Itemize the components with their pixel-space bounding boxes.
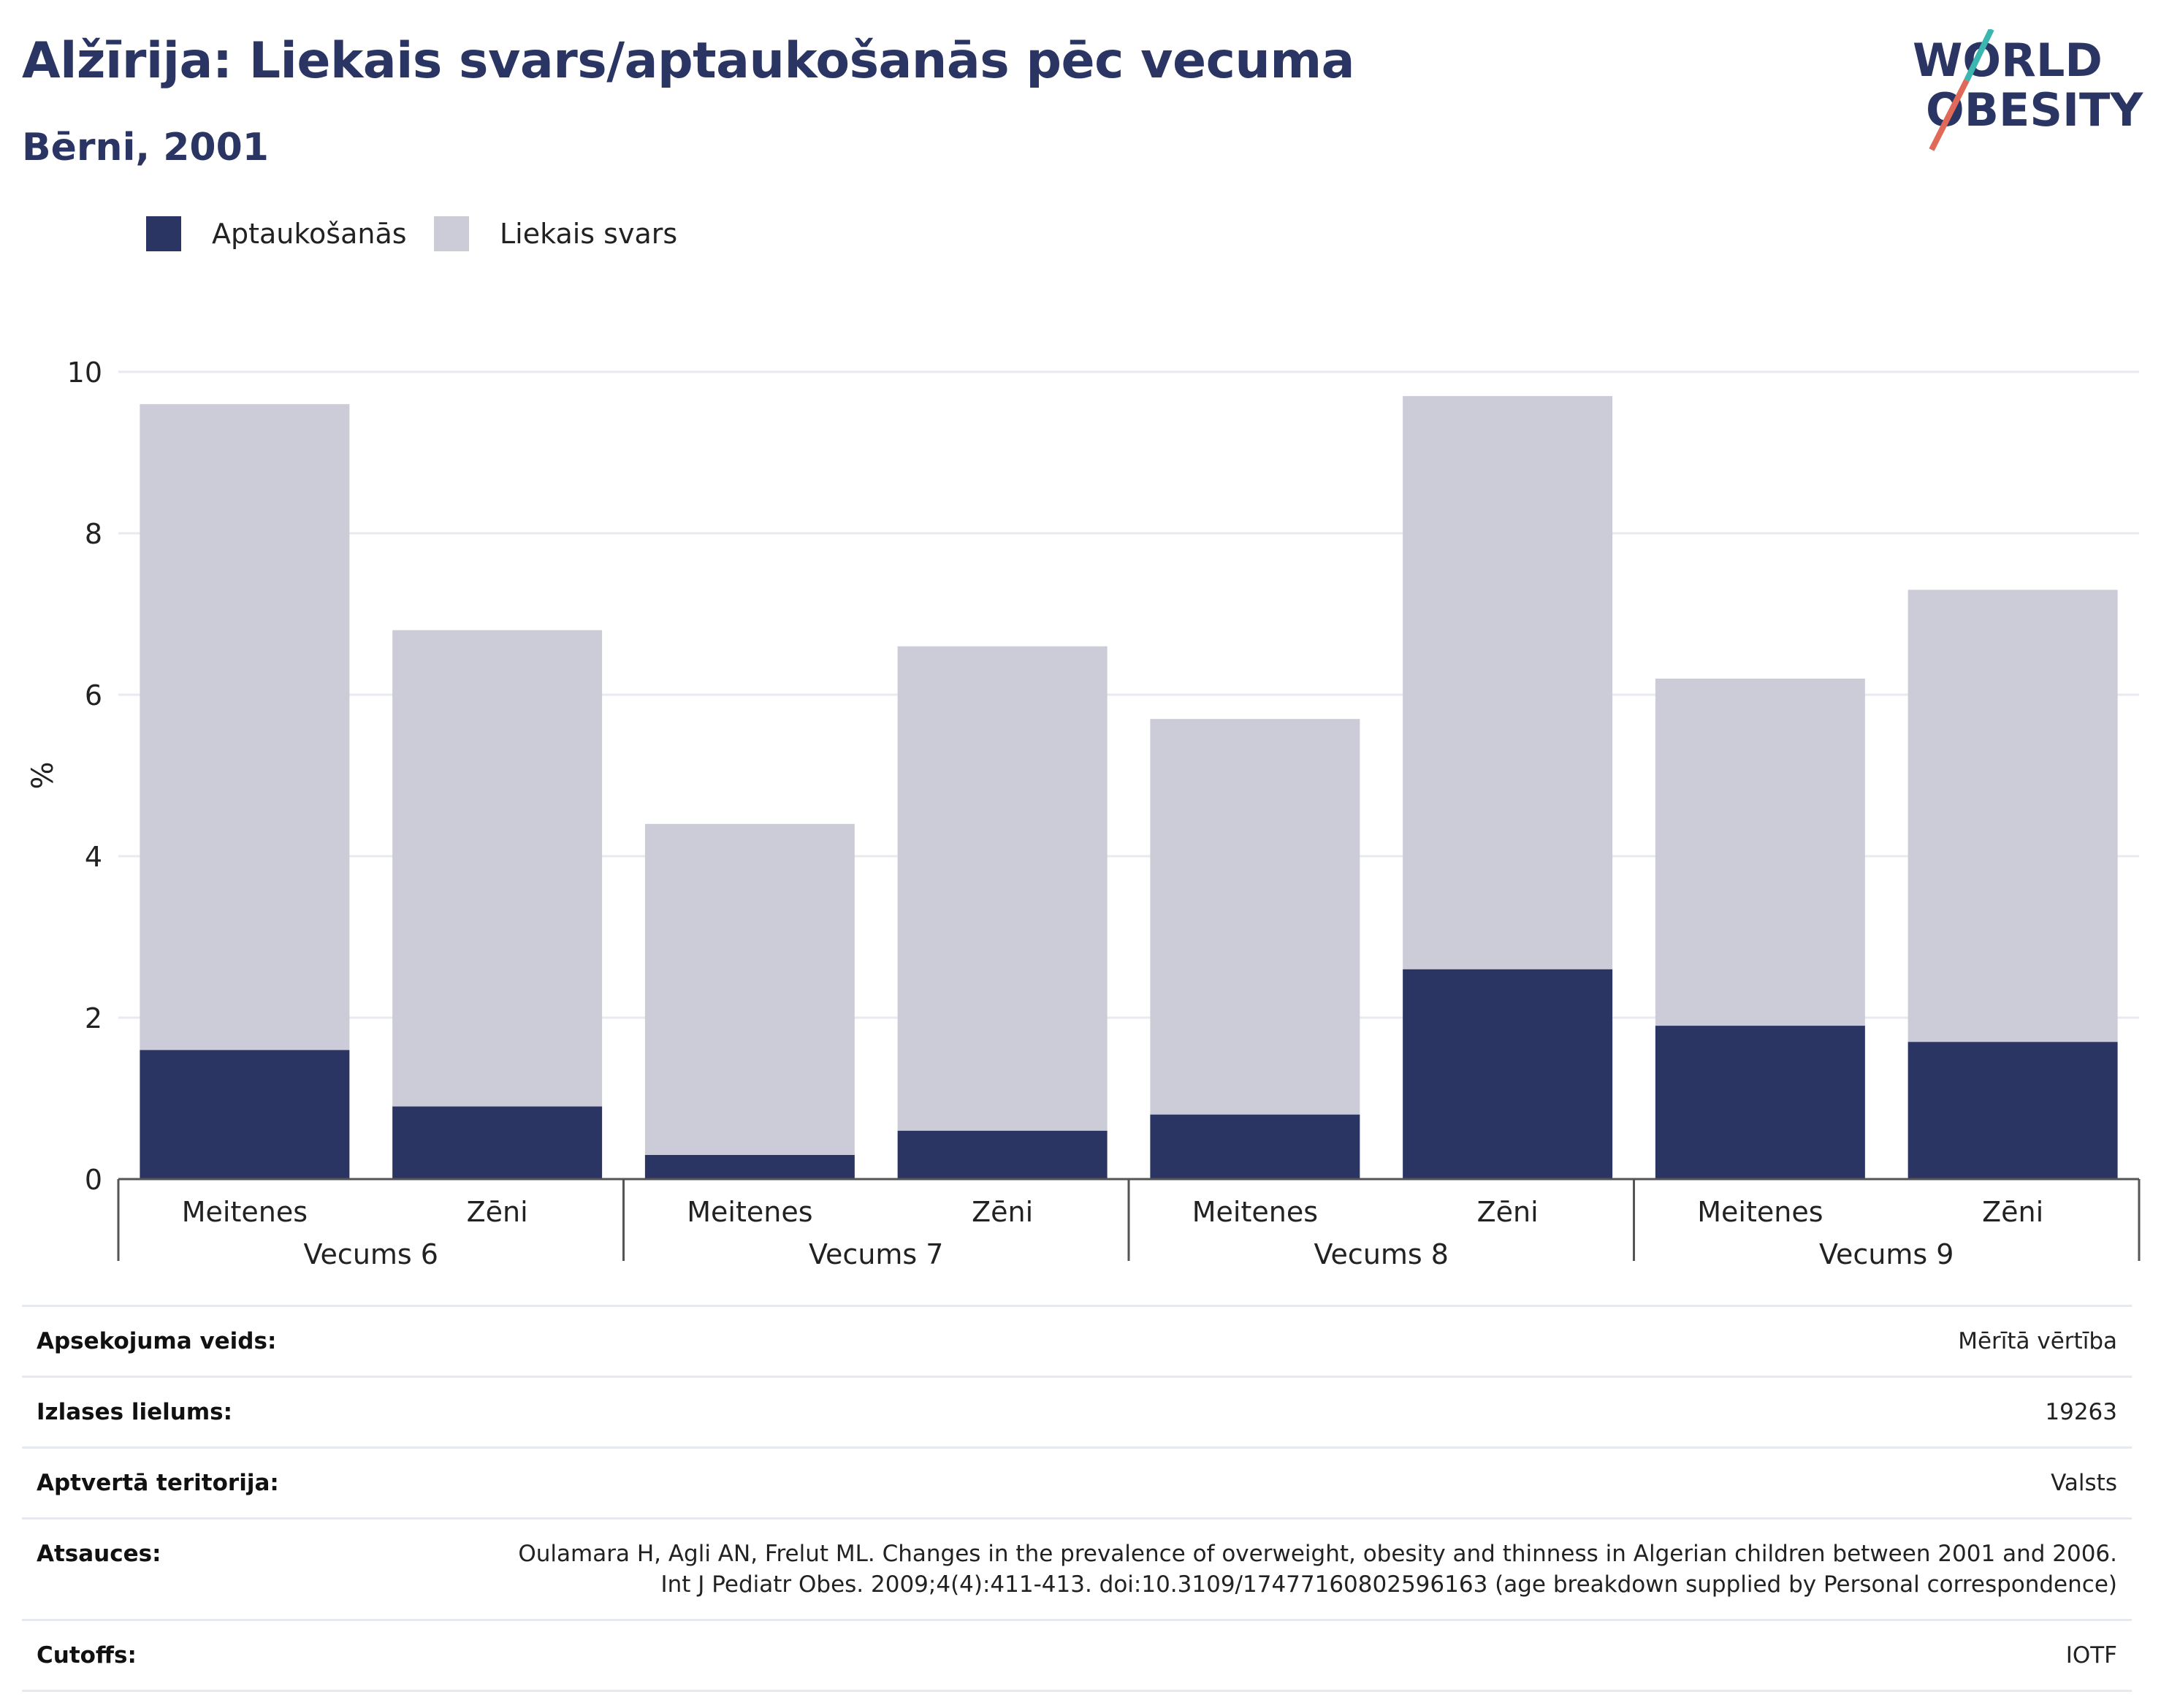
x-tick-label: Zēni bbox=[972, 1196, 1033, 1228]
group-label: Vecums 7 bbox=[809, 1238, 943, 1270]
bar-obesity bbox=[1907, 1042, 2118, 1179]
meta-key: Atsauces: bbox=[37, 1541, 161, 1567]
bar-obesity bbox=[1403, 969, 1613, 1179]
bar-overweight bbox=[392, 630, 603, 1107]
bar-obesity bbox=[1150, 1114, 1360, 1179]
y-axis-label: % bbox=[26, 761, 60, 789]
meta-value: 19263 bbox=[2045, 1399, 2117, 1425]
x-tick-label: Zēni bbox=[467, 1196, 528, 1228]
y-tick-label: 0 bbox=[85, 1164, 102, 1196]
x-tick-label: Meitenes bbox=[182, 1196, 308, 1228]
bar-obesity bbox=[897, 1130, 1108, 1179]
meta-row-cutoffs: Cutoffs: IOTF bbox=[22, 1619, 2132, 1692]
y-tick-label: 6 bbox=[85, 679, 102, 712]
y-tick-label: 10 bbox=[67, 357, 102, 389]
bar-overweight bbox=[644, 823, 855, 1155]
x-tick-label: Meitenes bbox=[1192, 1196, 1318, 1228]
bar-overweight bbox=[1403, 396, 1613, 969]
bar-overweight bbox=[1655, 678, 1865, 1026]
page-subtitle: Bērni, 2001 bbox=[22, 126, 269, 169]
meta-value: Mērītā vērtība bbox=[1958, 1328, 2117, 1354]
y-tick-label: 8 bbox=[85, 518, 102, 550]
bar-obesity bbox=[1655, 1026, 1865, 1179]
meta-row-references: Atsauces: Oulamara H, Agli AN, Frelut ML… bbox=[22, 1517, 2132, 1619]
x-tick-label: Meitenes bbox=[1697, 1196, 1823, 1228]
x-tick-label: Zēni bbox=[1477, 1196, 1539, 1228]
meta-value: Valsts bbox=[2051, 1470, 2117, 1496]
meta-row-sample-size: Izlases lielums: 19263 bbox=[22, 1376, 2132, 1446]
legend-swatch-overweight bbox=[434, 216, 469, 251]
x-tick-label: Zēni bbox=[1982, 1196, 2043, 1228]
meta-value: Oulamara H, Agli AN, Frelut ML. Changes … bbox=[518, 1541, 2117, 1598]
y-tick-label: 2 bbox=[85, 1002, 102, 1034]
logo-slash-coral bbox=[1929, 79, 1970, 151]
metadata-table: Apsekojuma veids: Mērītā vērtība Izlases… bbox=[22, 1305, 2132, 1692]
meta-key: Aptvertā teritorija: bbox=[37, 1470, 279, 1496]
logo-slash-teal bbox=[1964, 29, 1994, 82]
logo-line-1: WORLD bbox=[1913, 34, 2103, 87]
page-title: Alžīrija: Liekais svars/aptaukošanās pēc… bbox=[22, 32, 1355, 90]
x-tick-label: Meitenes bbox=[687, 1196, 812, 1228]
bar-obesity bbox=[392, 1106, 603, 1179]
world-obesity-logo: WORLD OBESITY bbox=[1913, 29, 2143, 151]
y-tick-label: 4 bbox=[85, 841, 102, 873]
meta-row-survey-type: Apsekojuma veids: Mērītā vērtība bbox=[22, 1305, 2132, 1376]
meta-row-coverage: Aptvertā teritorija: Valsts bbox=[22, 1446, 2132, 1517]
group-label: Vecums 8 bbox=[1314, 1238, 1449, 1270]
meta-key: Cutoffs: bbox=[37, 1642, 137, 1669]
meta-value: IOTF bbox=[2065, 1642, 2117, 1669]
bar-overweight bbox=[897, 646, 1108, 1131]
bar-overweight bbox=[140, 404, 350, 1051]
bar-overweight bbox=[1907, 590, 2118, 1042]
legend-label-obesity: Aptaukošanās bbox=[212, 218, 407, 250]
bar-obesity bbox=[644, 1154, 855, 1179]
bar-overweight bbox=[1150, 719, 1360, 1115]
bar-chart: 0 2 4 6 8 10% Meitenes Zēni Meitenes Zēni Meitenes… bbox=[26, 357, 2141, 1270]
meta-key: Apsekojuma veids: bbox=[37, 1328, 277, 1354]
group-label: Vecums 9 bbox=[1819, 1238, 1954, 1270]
bar-obesity bbox=[140, 1050, 350, 1179]
meta-key: Izlases lielums: bbox=[37, 1399, 232, 1425]
group-label: Vecums 6 bbox=[304, 1238, 438, 1270]
legend-swatch-obesity bbox=[146, 216, 181, 251]
legend-label-overweight: Liekais svars bbox=[500, 218, 678, 250]
